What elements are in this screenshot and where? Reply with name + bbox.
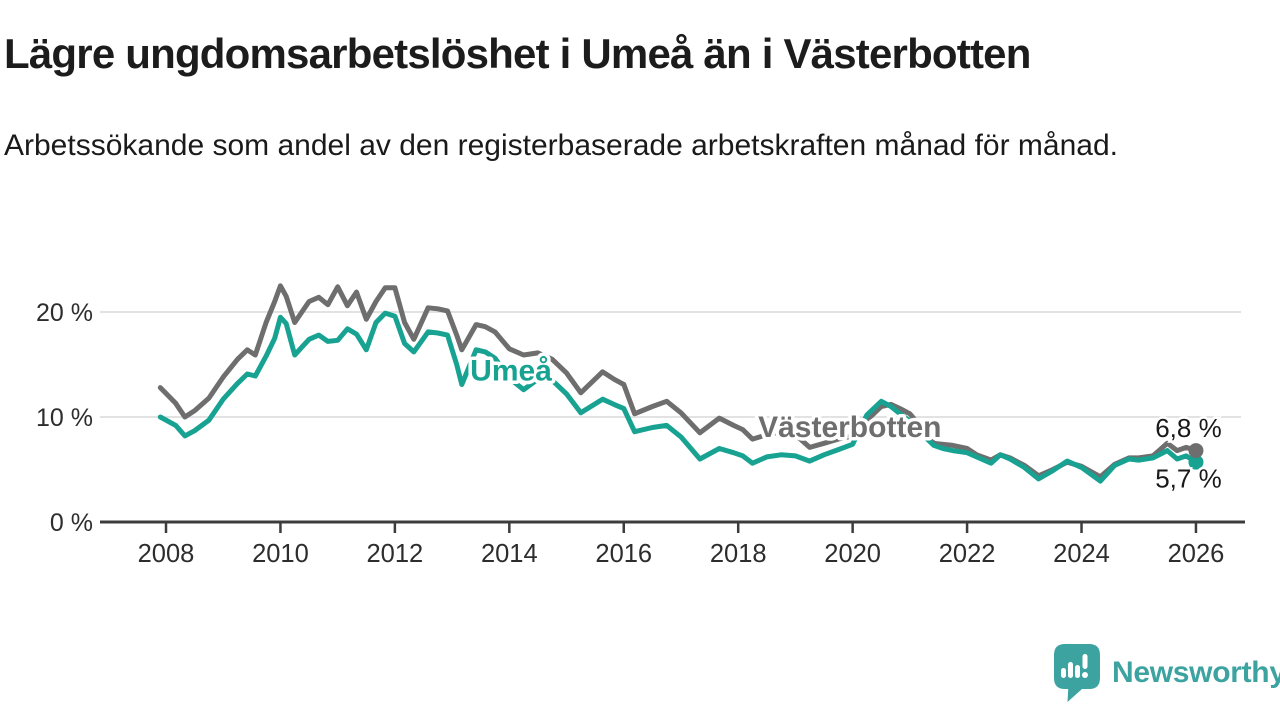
- x-tick-label-2012: 2012: [367, 540, 424, 568]
- x-tick-label-2010: 2010: [252, 540, 309, 568]
- vsterbotten-line: [157, 283, 1199, 480]
- series-label-vsterbotten: Västerbotten: [758, 411, 941, 444]
- bar-1: [1061, 668, 1066, 678]
- y-tick-label-10: 10 %: [36, 404, 93, 432]
- newsworthy-logo: Newsworthy: [1054, 644, 1280, 702]
- vsterbotten-end-dot: [1188, 443, 1204, 459]
- y-tick-label-0: 0 %: [50, 509, 93, 537]
- x-tick-label-2008: 2008: [138, 540, 195, 568]
- x-tick-label-2018: 2018: [710, 540, 767, 568]
- x-tick-label-2024: 2024: [1053, 540, 1110, 568]
- newsworthy-bubble-chart-icon: [1054, 644, 1100, 702]
- end-value-label-1: 5,7 %: [1155, 463, 1222, 493]
- ume-end-dot: [1188, 454, 1204, 470]
- page-title: Lägre ungdomsarbetslöshet i Umeå än i Vä…: [4, 30, 1031, 77]
- x-tick-label-2026: 2026: [1168, 540, 1225, 568]
- ume-line: [157, 310, 1199, 484]
- x-tick-label-2014: 2014: [481, 540, 538, 568]
- x-tick-label-2016: 2016: [595, 540, 652, 568]
- y-tick-label-20: 20 %: [36, 299, 93, 327]
- chart-subtitle: Arbetssökande som andel av den registerb…: [4, 129, 1118, 162]
- exclamation-bar: [1082, 654, 1088, 669]
- newsworthy-wordmark: Newsworthy: [1112, 656, 1280, 689]
- bar-2: [1068, 662, 1073, 678]
- bar-3: [1075, 665, 1080, 678]
- end-value-label-0: 6,8 %: [1155, 413, 1222, 443]
- x-tick-label-2020: 2020: [824, 540, 881, 568]
- exclamation-dot: [1082, 672, 1088, 678]
- x-tick-label-2022: 2022: [939, 540, 996, 568]
- series-label-ume: Umeå: [470, 354, 552, 387]
- line-chart: 20 % 10 % 0 % 2008 2010 2012 2014 2016 2018 2020 2…: [36, 283, 1245, 568]
